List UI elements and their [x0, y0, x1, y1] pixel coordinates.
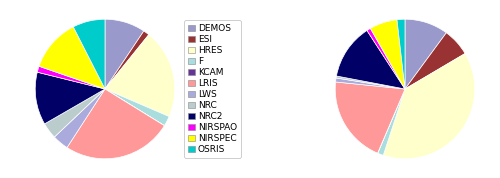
- Wedge shape: [336, 30, 405, 89]
- Wedge shape: [405, 19, 446, 89]
- Wedge shape: [336, 78, 405, 89]
- Wedge shape: [336, 76, 405, 89]
- Wedge shape: [67, 89, 164, 159]
- Wedge shape: [405, 33, 465, 89]
- Wedge shape: [74, 19, 105, 89]
- Wedge shape: [35, 72, 105, 124]
- Wedge shape: [105, 31, 149, 89]
- Wedge shape: [384, 54, 475, 159]
- Wedge shape: [105, 89, 169, 126]
- Wedge shape: [105, 19, 144, 89]
- Wedge shape: [105, 89, 164, 126]
- Wedge shape: [54, 89, 105, 148]
- Legend: DEMOS, ESI, HRES, F, KCAM, LRIS, LWS, NRC, NRC2, NIRSPAO, NIRSPEC, OSRIS: DEMOS, ESI, HRES, F, KCAM, LRIS, LWS, NR…: [184, 20, 240, 158]
- Wedge shape: [44, 89, 105, 137]
- Wedge shape: [105, 35, 175, 117]
- Wedge shape: [378, 89, 405, 155]
- Wedge shape: [335, 82, 405, 153]
- Wedge shape: [39, 27, 105, 89]
- Wedge shape: [367, 28, 405, 89]
- Wedge shape: [397, 19, 405, 89]
- Wedge shape: [370, 20, 405, 89]
- Wedge shape: [38, 66, 105, 89]
- Wedge shape: [378, 89, 405, 153]
